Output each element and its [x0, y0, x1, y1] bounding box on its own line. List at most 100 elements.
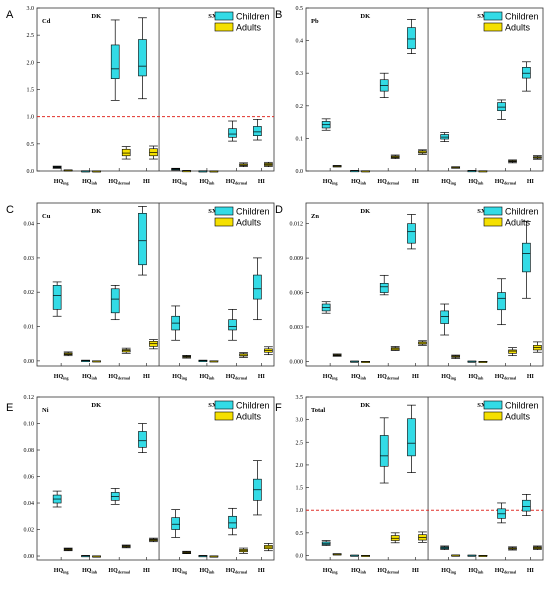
x-tick-label: HI: [527, 374, 535, 380]
box-adults: [92, 170, 101, 173]
box-children: [110, 488, 120, 505]
box-children: [522, 61, 531, 92]
x-tick-label: HQdermal: [377, 179, 399, 186]
box-children: [407, 404, 416, 473]
x-tick-label: HQdermal: [226, 179, 248, 186]
x-tick-label: HQinh: [82, 568, 98, 575]
panel-label: C: [6, 204, 14, 216]
x-tick-label: HQing: [323, 374, 338, 381]
legend-label-children: Children: [505, 207, 539, 217]
plot-frame: [305, 7, 544, 172]
box-children: [171, 509, 181, 538]
box-children: [467, 170, 477, 173]
x-tick-label: HQing: [172, 179, 187, 186]
x-tick-label: HI: [143, 179, 151, 185]
box-iqr: [171, 517, 180, 530]
box-adults: [451, 166, 461, 169]
x-tick-label: HQinh: [351, 568, 367, 575]
box-adults: [209, 555, 219, 558]
metal-label: Cu: [42, 213, 51, 220]
section-label-dk: DK: [91, 208, 101, 215]
x-tick-label: HQdermal: [495, 179, 517, 186]
box-adults: [63, 547, 73, 552]
box-adults: [332, 353, 342, 357]
box-adults: [121, 146, 131, 160]
legend-swatch-adults: [214, 22, 234, 32]
panel-label: A: [6, 9, 14, 21]
panel-E: E0.000.020.040.060.080.100.12NiDKSXCChil…: [6, 395, 275, 575]
x-tick-label: HQdermal: [108, 179, 130, 186]
x-tick-label: HQdermal: [495, 374, 517, 381]
x-tick-label: HQdermal: [226, 568, 248, 575]
x-tick-label: HQinh: [468, 568, 484, 575]
panel-label: B: [275, 9, 282, 21]
y-tick-label: 0.0: [296, 169, 304, 175]
legend-label-adults: Adults: [236, 412, 262, 422]
panel-C: C0.000.010.020.030.04CuDKSXCChildrenAdul…: [6, 202, 275, 381]
x-tick-label: HI: [143, 568, 151, 574]
box-children: [110, 285, 120, 321]
box-adults: [418, 340, 427, 346]
y-tick-label: 1.0: [296, 508, 304, 514]
y-tick-label: 0.5: [27, 142, 35, 148]
box-children: [350, 554, 359, 557]
box-iqr: [440, 310, 449, 324]
box-adults: [418, 531, 427, 543]
legend-label-adults: Adults: [236, 23, 262, 33]
legend-swatch-children: [483, 11, 503, 21]
metal-label: Zn: [311, 213, 319, 220]
box-iqr: [379, 283, 389, 293]
box-children: [467, 360, 477, 363]
y-tick-label: 0.10: [24, 422, 35, 428]
box-iqr: [522, 67, 531, 79]
box-children: [407, 19, 416, 54]
box-iqr: [121, 148, 131, 157]
panel-label: F: [275, 402, 282, 414]
legend-swatch-adults: [483, 411, 503, 421]
x-tick-label: HQdermal: [495, 568, 517, 575]
box-children: [52, 281, 62, 317]
y-tick-label: 2.0: [296, 463, 304, 469]
y-tick-label: 0.01: [24, 325, 35, 331]
x-tick-label: HQing: [172, 568, 187, 575]
box-children: [321, 540, 331, 546]
box-iqr: [508, 349, 517, 354]
box-adults: [418, 149, 427, 155]
metal-label: Ni: [42, 407, 49, 414]
box-children: [253, 119, 262, 141]
box-iqr: [407, 27, 416, 50]
x-tick-label: HQing: [441, 374, 456, 381]
y-tick-label: 0.12: [24, 395, 35, 401]
y-tick-label: 0.06: [24, 475, 35, 481]
y-tick-label: 1.5: [27, 88, 35, 94]
box-adults: [239, 352, 248, 358]
box-adults: [508, 347, 517, 357]
box-adults: [332, 553, 342, 556]
box-children: [522, 493, 531, 516]
x-tick-label: HQinh: [199, 568, 215, 575]
box-children: [253, 257, 262, 321]
legend-label-children: Children: [505, 12, 539, 22]
y-tick-label: 0.03: [24, 256, 35, 262]
box-adults: [239, 547, 248, 554]
box-adults: [239, 162, 248, 168]
box-adults: [121, 347, 131, 354]
panel-B: B0.00.10.20.30.40.5PbDKSXCChildrenAdults…: [275, 6, 544, 186]
y-tick-label: 0.003: [290, 325, 304, 331]
box-children: [198, 359, 208, 363]
panel-F: F0.00.51.01.52.02.53.03.5TotalDKSXCChild…: [275, 395, 544, 575]
box-children: [171, 167, 181, 171]
y-tick-label: 0.04: [24, 222, 35, 228]
y-tick-label: 2.0: [27, 60, 35, 66]
x-tick-label: HQdermal: [377, 568, 399, 575]
y-tick-label: 2.5: [27, 33, 35, 39]
box-adults: [209, 170, 219, 173]
box-iqr: [407, 418, 416, 457]
box-adults: [390, 346, 400, 351]
section-label-dk: DK: [360, 13, 370, 20]
box-children: [138, 206, 147, 276]
x-tick-label: HI: [412, 374, 420, 380]
box-children: [497, 99, 506, 120]
box-adults: [533, 155, 542, 160]
x-tick-label: HI: [258, 374, 266, 380]
